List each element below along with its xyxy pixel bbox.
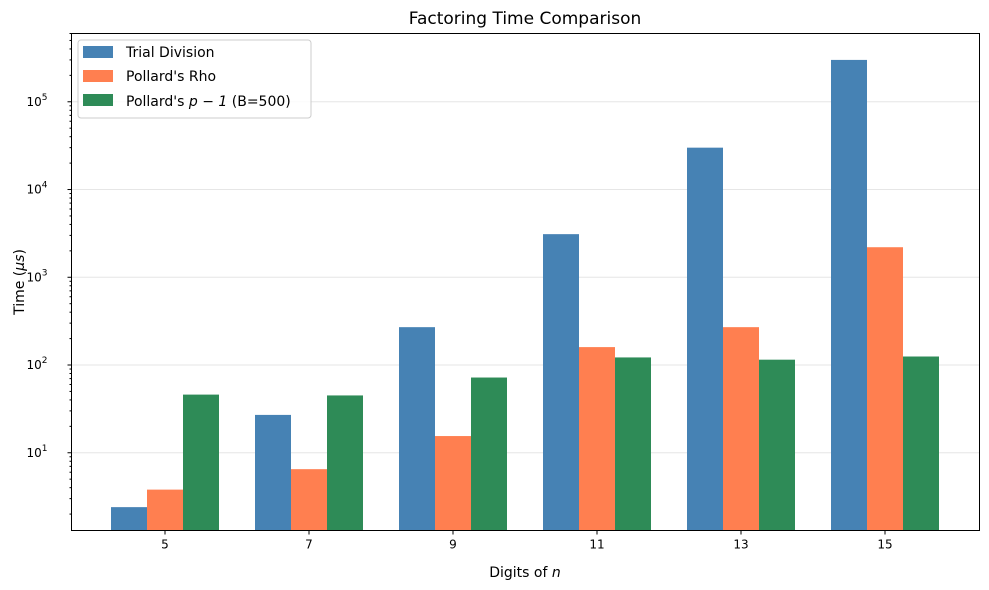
x-axis-ticks: 5 7 9 11 13 15 — [161, 530, 893, 552]
y-tick-label: 103 — [26, 268, 47, 284]
bar — [543, 234, 579, 531]
bar — [399, 327, 435, 531]
chart-title: Factoring Time Comparison — [409, 9, 642, 29]
bar — [183, 394, 219, 531]
legend-label-pollards-p-minus-1: Pollard's p − 1 (B=500) — [126, 94, 291, 110]
x-tick-label: 5 — [161, 538, 169, 552]
y-tick-label: 102 — [26, 356, 47, 372]
bar — [831, 59, 867, 531]
y-axis-label: Time (μs) — [12, 249, 28, 316]
y-tick-label: 101 — [26, 444, 47, 460]
bar — [579, 347, 615, 531]
x-tick-label: 7 — [305, 538, 313, 552]
x-tick-label: 15 — [877, 538, 892, 552]
legend-swatch-pollards-rho — [83, 70, 113, 82]
x-tick-label: 9 — [449, 538, 457, 552]
bars — [111, 59, 939, 531]
bar — [111, 507, 147, 531]
bar — [327, 395, 363, 531]
plot-frame — [71, 33, 980, 531]
legend-box — [77, 39, 312, 119]
legend-label-trial-division: Trial Division — [125, 45, 215, 61]
legend: Trial Division Pollard's Rho Pollard's p… — [77, 39, 312, 119]
bar — [687, 147, 723, 531]
bar — [147, 489, 183, 531]
x-tick-label: 13 — [733, 538, 748, 552]
legend-swatch-trial-division — [83, 46, 113, 58]
bar — [903, 356, 939, 531]
bar — [759, 359, 795, 531]
y-tick-label: 104 — [26, 181, 47, 197]
bar — [435, 436, 471, 531]
legend-swatch-pollards-p-minus-1 — [83, 94, 113, 106]
bar — [471, 377, 507, 531]
bar — [723, 327, 759, 531]
x-tick-label: 11 — [589, 538, 604, 552]
legend-label-pollards-rho: Pollard's Rho — [126, 69, 216, 85]
x-axis-label: Digits of n — [489, 565, 561, 581]
bar — [255, 414, 291, 531]
y-axis-ticks: 101 102 103 104 105 — [26, 33, 72, 515]
bar — [867, 247, 903, 531]
y-tick-label: 105 — [26, 93, 47, 109]
bar — [291, 469, 327, 531]
bar — [615, 357, 651, 531]
